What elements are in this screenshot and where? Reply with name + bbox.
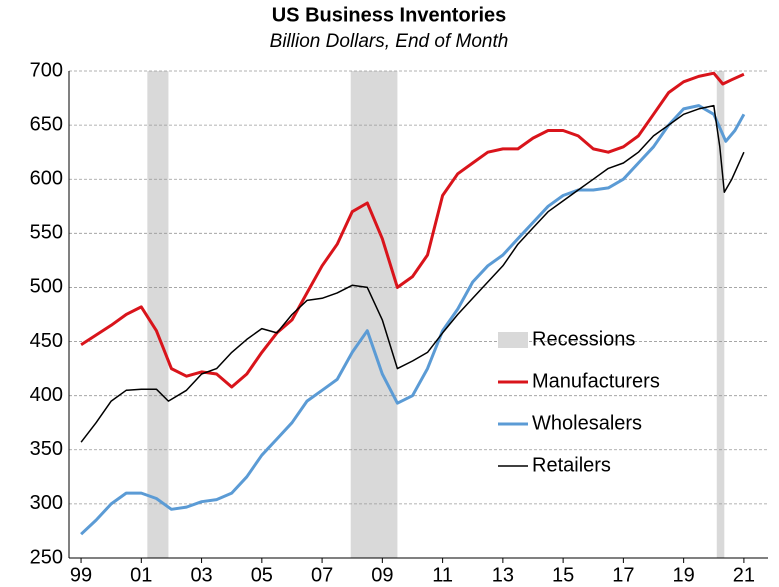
legend-label: Retailers — [532, 454, 611, 476]
legend-label: Wholesalers — [532, 412, 642, 434]
legend-label: Recessions — [532, 328, 635, 350]
x-tick-label: 09 — [371, 564, 393, 586]
y-tick-label: 400 — [30, 384, 63, 406]
series-line — [80, 104, 745, 443]
x-tick-label: 01 — [130, 564, 152, 586]
x-tick-label: 19 — [673, 564, 695, 586]
y-tick-label: 450 — [30, 330, 63, 352]
y-tick-label: 550 — [30, 222, 63, 244]
x-tick-label: 07 — [311, 564, 333, 586]
legend-swatch — [498, 332, 528, 348]
recession-band — [350, 71, 398, 558]
y-tick-label: 700 — [30, 59, 63, 81]
y-tick-label: 650 — [30, 113, 63, 135]
series-line — [80, 104, 746, 536]
x-tick-label: 05 — [251, 564, 273, 586]
legend-label: Manufacturers — [532, 370, 660, 392]
y-tick-label: 250 — [30, 546, 63, 568]
chart-subtitle: Billion Dollars, End of Month — [270, 31, 509, 52]
x-tick-label: 03 — [190, 564, 212, 586]
x-tick-label: 99 — [70, 564, 92, 586]
x-tick-label: 17 — [612, 564, 634, 586]
x-tick-label: 11 — [432, 564, 453, 586]
series-line — [80, 71, 745, 389]
recession-band — [716, 71, 725, 558]
y-tick-label: 600 — [30, 168, 63, 190]
chart-title: US Business Inventories — [272, 4, 507, 26]
y-tick-label: 350 — [30, 438, 63, 460]
x-tick-label: 21 — [733, 564, 755, 586]
recession-band — [147, 71, 169, 558]
y-tick-label: 500 — [30, 276, 63, 298]
y-tick-label: 300 — [30, 492, 63, 514]
x-tick-label: 15 — [552, 564, 574, 586]
x-tick-label: 13 — [492, 564, 514, 586]
